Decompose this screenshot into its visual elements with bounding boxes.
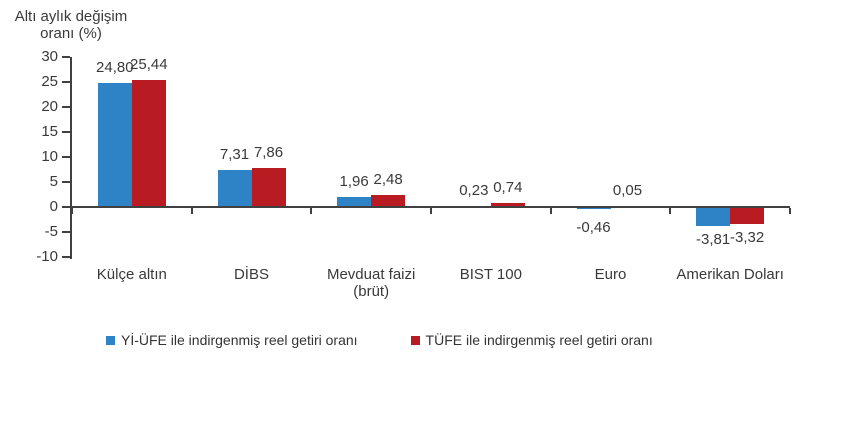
y-axis-tick	[62, 131, 70, 133]
bar-value-label: -3,32	[730, 228, 765, 246]
y-axis-tick	[62, 56, 70, 58]
bar-tufe-3	[371, 194, 406, 207]
x-axis-category-label: DİBS	[192, 266, 312, 283]
x-axis-category-label-line: Amerikan Doları	[676, 266, 784, 283]
x-axis-line	[72, 206, 790, 208]
bar-value-label: 7,86	[253, 143, 284, 161]
bar-value-label: 7,31	[219, 146, 250, 164]
bar-value-label: 0,05	[612, 182, 643, 199]
y-axis-tick-label: 15	[41, 123, 58, 140]
y-axis-tick-label: -10	[36, 248, 58, 265]
bar-value-label: 0,23	[459, 181, 489, 199]
y-axis-title-line2: oranı (%)	[40, 25, 102, 42]
x-axis-tick	[190, 208, 193, 214]
x-axis-category-label-line: BIST 100	[459, 266, 522, 283]
y-axis-line	[70, 57, 72, 259]
y-axis-tick-label: 25	[41, 73, 58, 90]
x-axis-category-label-line: Mevduat faizi	[326, 266, 416, 283]
bar-value-label: -0,46	[576, 219, 611, 236]
y-axis-tick-label: 10	[41, 148, 58, 165]
y-axis-title: Altı aylık değişim oranı (%)	[0, 8, 142, 42]
y-axis-tick	[62, 206, 70, 208]
y-axis-tick-label: 30	[41, 48, 58, 65]
x-axis-tick	[430, 208, 432, 214]
y-axis-tick	[62, 256, 70, 258]
x-axis-category-label-line: Külçe altın	[96, 266, 167, 283]
bar-value-label: 24,80	[96, 59, 134, 76]
legend-item-yiufe: Yİ-ÜFE ile indirgenmiş reel getiri oranı	[106, 332, 358, 348]
x-axis-category-label: Külçe altın	[72, 266, 192, 283]
x-axis-tick	[789, 208, 791, 214]
y-axis-tick	[62, 181, 70, 183]
x-axis-tick	[71, 208, 73, 214]
x-axis-category-label: Mevduat faizi (brüt)	[311, 266, 431, 300]
bar-value-label: 2,48	[373, 170, 403, 188]
x-axis-tick	[310, 208, 313, 214]
bar-yiufe-1	[97, 83, 132, 207]
legend-item-tufe: TÜFE ile indirgenmiş reel getiri oranı	[410, 332, 653, 348]
bar-tufe-1	[131, 79, 166, 207]
x-axis-category-label: Amerikan Doları	[670, 266, 790, 283]
x-axis-tick	[669, 208, 672, 214]
bar-value-label: 1,96	[339, 173, 369, 191]
bar-tufe-6	[730, 207, 765, 224]
bar-value-label: 25,44	[130, 55, 168, 73]
legend-label: Yİ-ÜFE ile indirgenmiş reel getiri oranı	[121, 332, 358, 348]
y-axis-tick-label: 0	[49, 198, 58, 215]
bar-yiufe-2	[217, 170, 252, 207]
chart-legend: Yİ-ÜFE ile indirgenmiş reel getiri oranı…	[106, 332, 653, 348]
y-axis-tick-label: 20	[41, 98, 58, 115]
x-axis-category-label-line: Euro	[594, 266, 627, 283]
y-axis-tick-label: 5	[49, 173, 58, 190]
y-axis-tick	[62, 231, 70, 233]
bar-tufe-2	[251, 167, 286, 207]
x-axis-category-label-line: (brüt)	[353, 283, 390, 300]
bar-yiufe-6	[696, 207, 731, 227]
y-axis-tick	[62, 81, 70, 83]
y-axis-tick	[62, 106, 70, 108]
y-axis-title-line1: Altı aylık değişim	[14, 8, 128, 25]
bar-value-label: 0,74	[493, 179, 523, 197]
bar-tufe-4	[490, 203, 525, 207]
bar-yiufe-3	[337, 197, 372, 207]
x-axis-category-label-line: DİBS	[233, 266, 269, 283]
x-axis-category-label: BIST 100	[431, 266, 551, 283]
y-axis-tick-label: -5	[44, 223, 58, 240]
bar-yiufe-5	[576, 207, 611, 210]
x-axis-category-label: Euro	[551, 266, 671, 283]
legend-swatch-icon	[106, 335, 115, 345]
bar-value-label: -3,81	[696, 231, 731, 249]
y-axis-tick	[62, 156, 70, 158]
legend-label: TÜFE ile indirgenmiş reel getiri oranı	[425, 332, 653, 348]
legend-swatch-icon	[410, 335, 420, 345]
x-axis-tick	[549, 208, 552, 214]
